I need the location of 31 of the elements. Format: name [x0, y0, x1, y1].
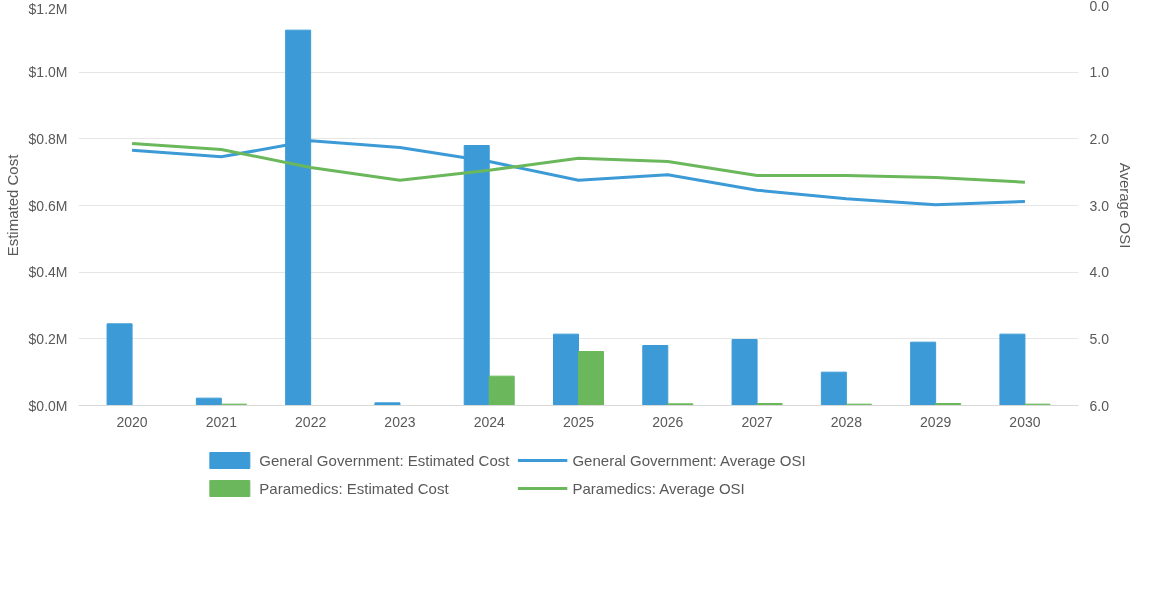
- x-tick-label: 2028: [830, 413, 863, 430]
- x-tick-label: 2026: [652, 413, 684, 430]
- x-tick-label: 2025: [562, 413, 595, 430]
- y2-tick-label: 6.0: [1089, 397, 1110, 414]
- y2-tick-label: 5.0: [1089, 330, 1110, 347]
- legend-label: General Government: Estimated Cost: [259, 451, 510, 469]
- x-tick-label: 2022: [295, 413, 327, 430]
- y2-tick-label: 0.0: [1089, 0, 1110, 14]
- y-tick-label: $0.4M: [28, 264, 68, 281]
- y-tick-label: $1.0M: [28, 64, 68, 81]
- x-tick-label: 2030: [1009, 413, 1041, 430]
- x-tick-label: 2029: [920, 413, 952, 430]
- x-tick-label: 2023: [384, 413, 416, 430]
- y-tick-label: $0.2M: [28, 330, 68, 347]
- x-tick-label: 2021: [205, 413, 238, 430]
- x-tick-label: 2024: [473, 413, 505, 430]
- y-tick-label: $0.8M: [28, 130, 68, 147]
- legend-label: Paramedics: Estimated Cost: [259, 479, 449, 497]
- y2-axis-title: Average OSI: [1116, 162, 1134, 249]
- x-tick-label: 2020: [116, 413, 148, 430]
- x-tick-label: 2027: [741, 413, 773, 430]
- y-tick-label: $1.2M: [28, 0, 68, 17]
- y-tick-label: $0.0M: [28, 397, 68, 414]
- legend-label: Paramedics: Average OSI: [572, 479, 745, 497]
- y2-tick-label: 4.0: [1089, 264, 1110, 281]
- y-tick-label: $0.6M: [28, 197, 68, 214]
- legend-label: General Government: Average OSI: [572, 451, 806, 469]
- y-axis-title: Estimated Cost: [3, 153, 21, 257]
- y2-tick-label: 3.0: [1089, 197, 1110, 214]
- y2-tick-label: 2.0: [1089, 130, 1110, 147]
- y2-tick-label: 1.0: [1089, 64, 1110, 81]
